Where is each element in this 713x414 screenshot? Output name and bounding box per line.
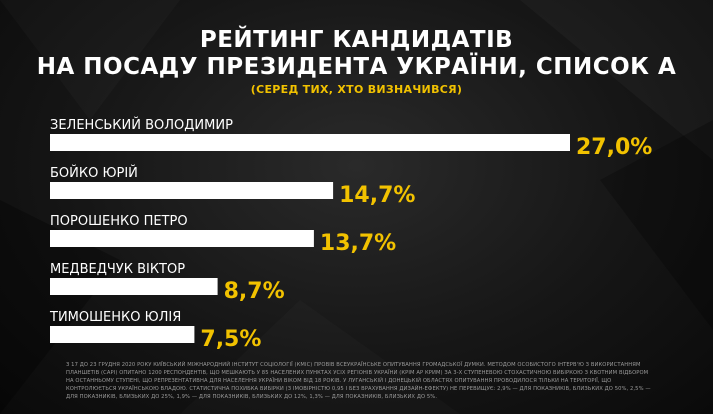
candidate-label: БОЙКО ЮРІЙ	[50, 165, 138, 181]
value-label: 27,0%	[576, 135, 652, 160]
value-label: 8,7%	[224, 279, 285, 304]
value-label: 7,5%	[200, 327, 261, 352]
bar	[50, 182, 334, 199]
value-label: 13,7%	[320, 231, 396, 256]
bar	[50, 134, 570, 151]
candidate-label: ПОРОШЕНКО ПЕТРО	[50, 214, 188, 229]
chart-title-line-2: НА ПОСАДУ ПРЕЗИДЕНТА УКРАЇНИ, СПИСОК А	[36, 54, 677, 80]
chart-subtitle: (СЕРЕД ТИХ, ХТО ВИЗНАЧИВСЯ)	[250, 83, 463, 96]
bar	[50, 278, 218, 295]
chart-title-line-1: РЕЙТИНГ КАНДИДАТІВ	[199, 27, 514, 53]
bar	[50, 230, 314, 247]
candidate-label: ТИМОШЕНКО ЮЛІЯ	[49, 310, 181, 325]
bar	[50, 326, 195, 343]
candidate-label: ЗЕЛЕНСЬКИЙ ВОЛОДИМИР	[50, 117, 233, 133]
value-label: 14,7%	[339, 183, 415, 208]
candidate-label: МЕДВЕДЧУК ВІКТОР	[50, 262, 185, 277]
methodology-footnote: З 17 ДО 23 ГРУДНЯ 2020 РОКУ КИЇВСЬКИЙ МІ…	[66, 362, 651, 400]
